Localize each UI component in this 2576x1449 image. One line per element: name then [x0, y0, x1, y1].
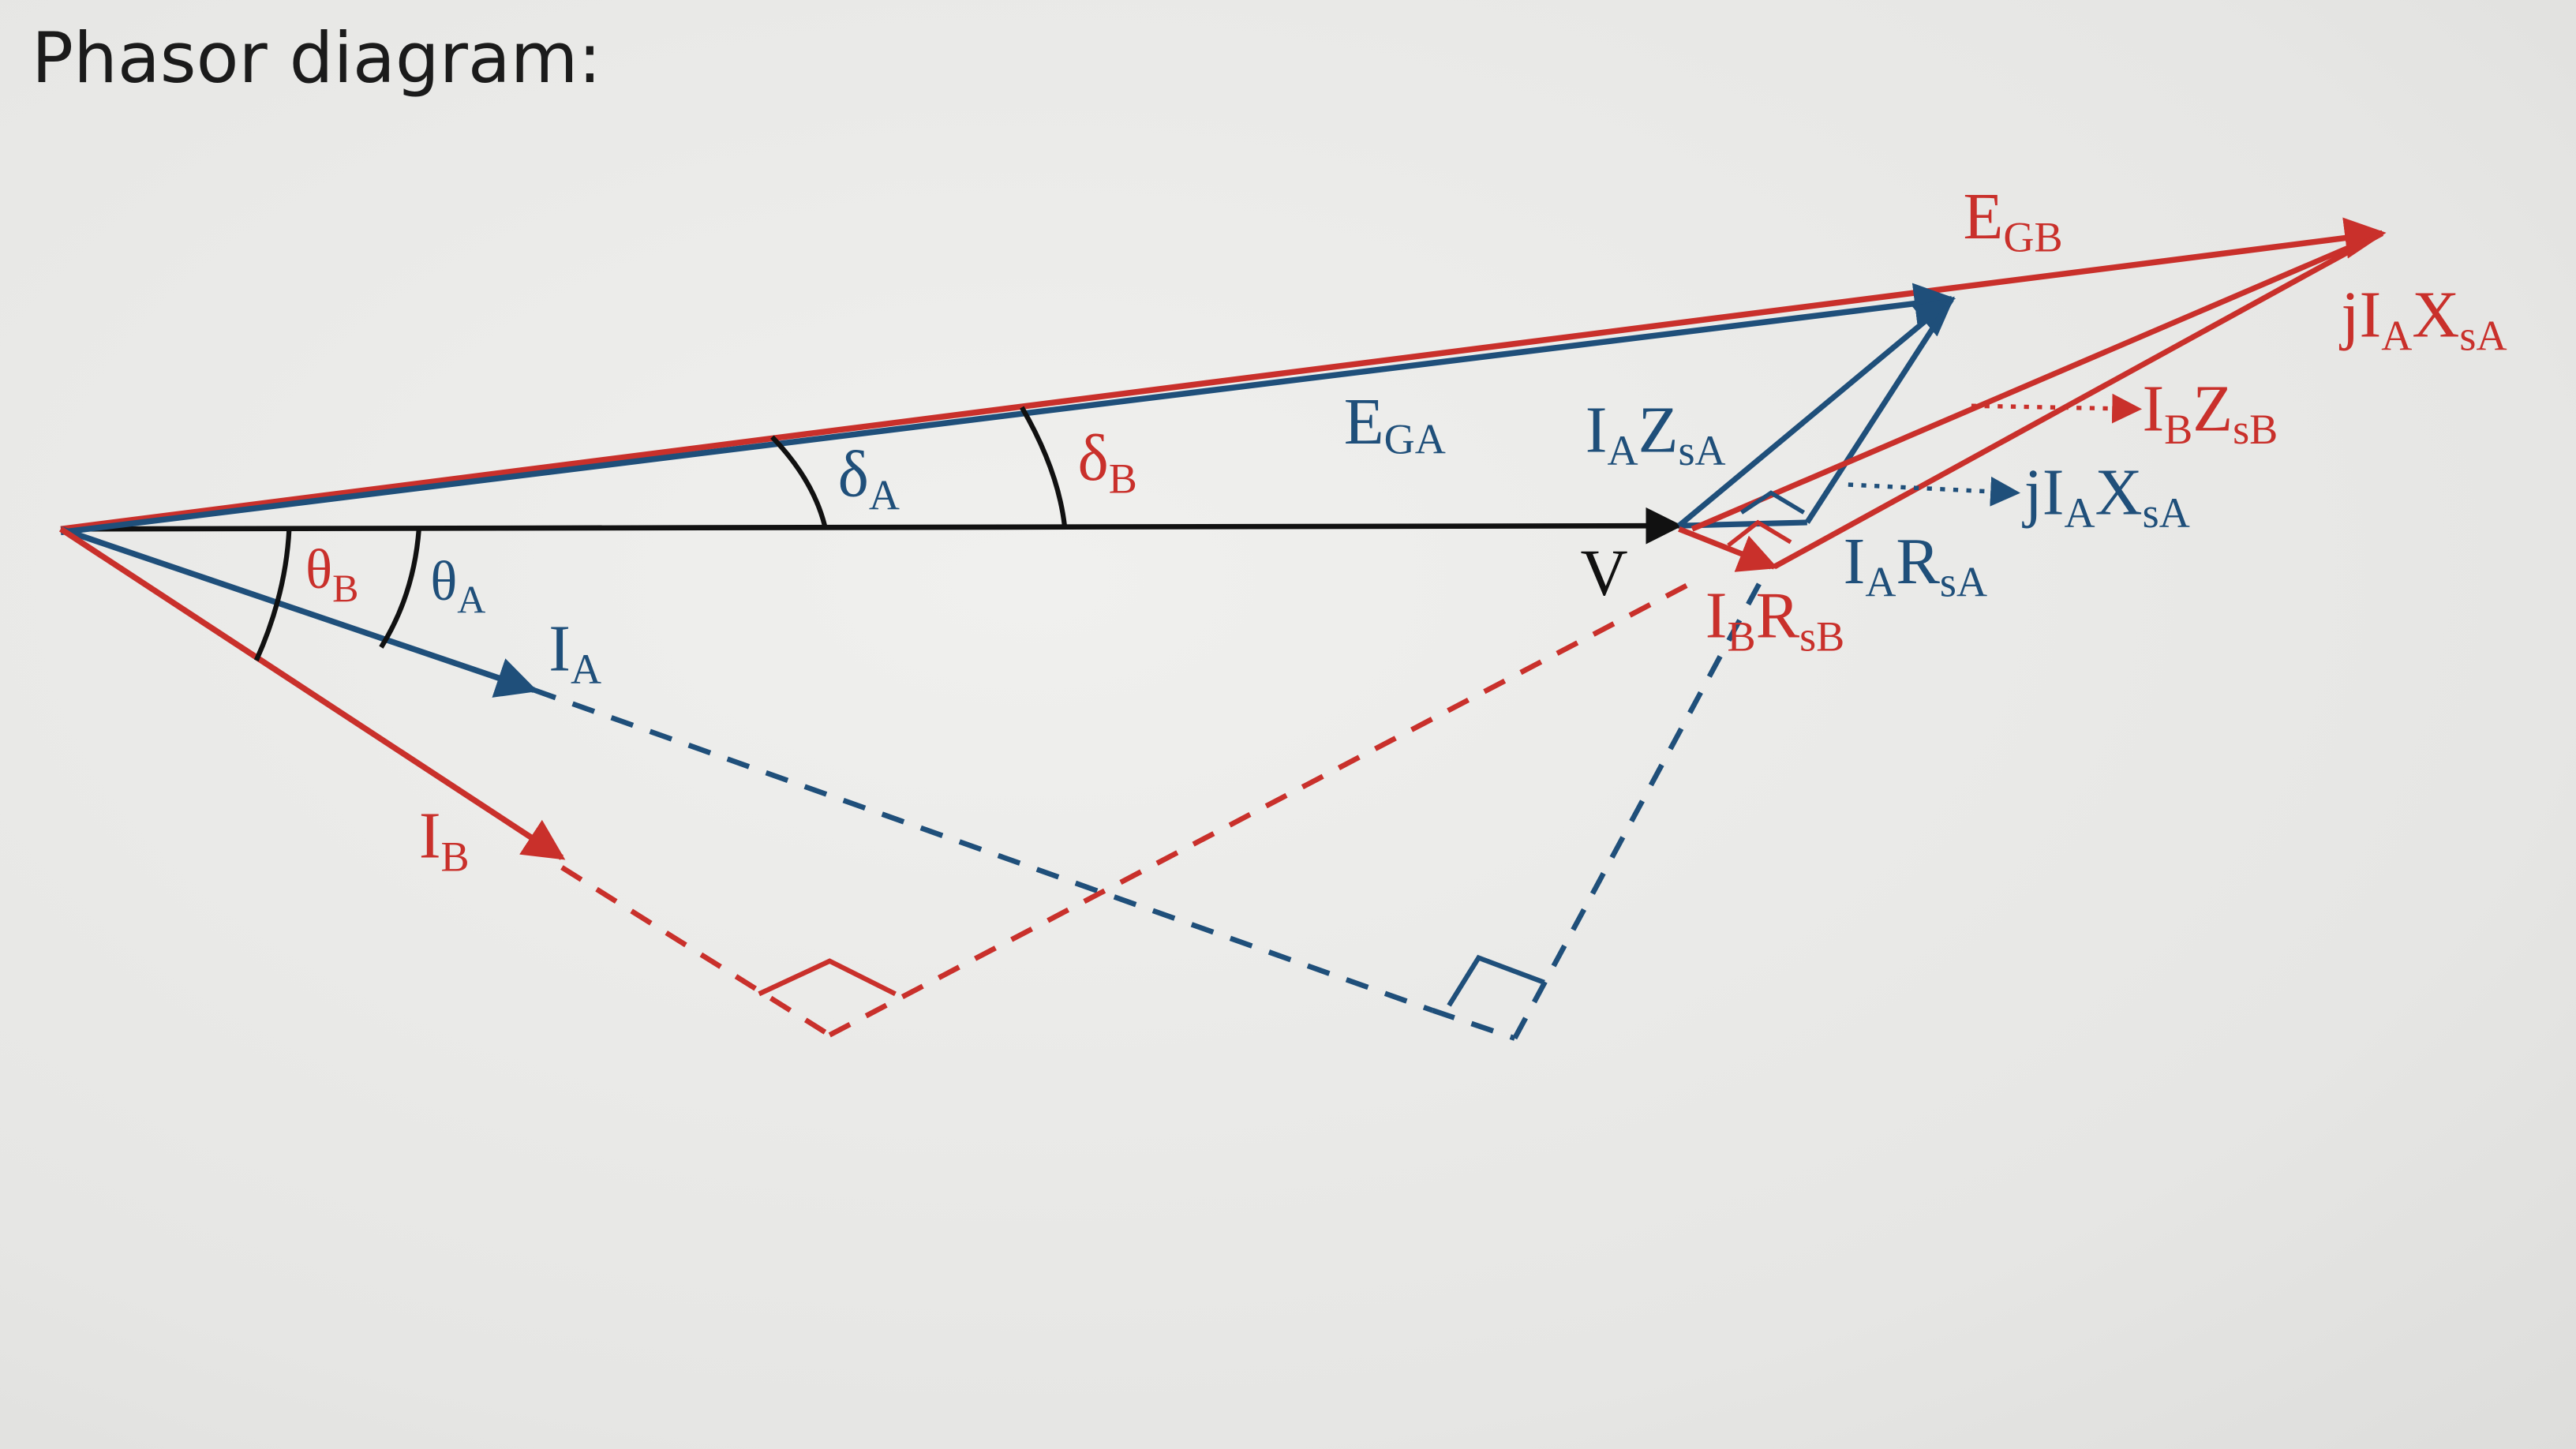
- ib-zsb-label: IBZsB: [2142, 373, 2278, 453]
- jia-xsa-red-phasor: [1773, 230, 2384, 570]
- dashed-ia-extension: [533, 687, 1434, 1013]
- dashed-construction-lines: [533, 560, 1773, 1041]
- ega-phasor: [60, 283, 1956, 536]
- ega-label: EGA: [1344, 386, 1446, 462]
- jia-xsa-blue-label: jIAXsA: [2022, 457, 2190, 537]
- ib-rsb-label: IBRsB: [1705, 580, 1845, 661]
- jia-xsa-blue-leader: [1848, 476, 2021, 507]
- delta-b-label: δB: [1078, 422, 1137, 503]
- ib-label: IB: [419, 800, 470, 881]
- egb-phasor: [60, 217, 2387, 533]
- theta-b-label: θB: [305, 539, 358, 610]
- v-phasor: [61, 507, 1683, 545]
- voltage-drop-triangles: [1677, 230, 2384, 572]
- theta-b-arc: [253, 529, 292, 662]
- egb-label: EGB: [1964, 181, 2063, 261]
- ia-phasor: [59, 526, 538, 698]
- theta-a-label: θA: [430, 551, 485, 622]
- red-right-angle: [758, 958, 897, 997]
- ib-zsb-leader: [1971, 393, 2143, 424]
- phasors: [58, 217, 2387, 860]
- page-title: Phasor diagram:: [32, 17, 602, 99]
- v-label: V: [1581, 537, 1628, 610]
- leader-arrows: [1848, 393, 2143, 507]
- ib-zsb-phasor: [1690, 230, 2383, 532]
- delta-a-label: δA: [838, 439, 900, 519]
- dashed-blue-return: [1512, 560, 1773, 1040]
- blue-right-angle: [1447, 954, 1545, 1007]
- theta-a-arc: [379, 529, 421, 649]
- labels: EGB EGA V IA IB δA δB θA θB IAZsA IARsA …: [305, 181, 2507, 880]
- dashed-red-return: [828, 575, 1702, 1038]
- jia-xsa-red-label: jIAXsA: [2338, 279, 2507, 360]
- ia-label: IA: [549, 612, 601, 693]
- small-right-angle-red: [1727, 519, 1792, 548]
- ib-rsb-phasor: [1678, 526, 1778, 572]
- dashed-blue-foot: [1432, 1008, 1516, 1041]
- ia-xsa-blue-side: [1804, 297, 1954, 524]
- ia-zsa-label: IAZsA: [1586, 394, 1726, 474]
- ib-phasor: [58, 526, 566, 860]
- small-right-angle-blue: [1740, 490, 1806, 515]
- angle-arcs: [253, 406, 1067, 662]
- ia-rsa-label: IARsA: [1844, 526, 1987, 606]
- delta-a-arc: [770, 435, 828, 526]
- right-angle-marks: [758, 954, 1545, 1007]
- dashed-ib-extension: [560, 865, 831, 1038]
- delta-b-arc: [1020, 406, 1067, 526]
- ia-zsa-phasor: [1677, 296, 1955, 528]
